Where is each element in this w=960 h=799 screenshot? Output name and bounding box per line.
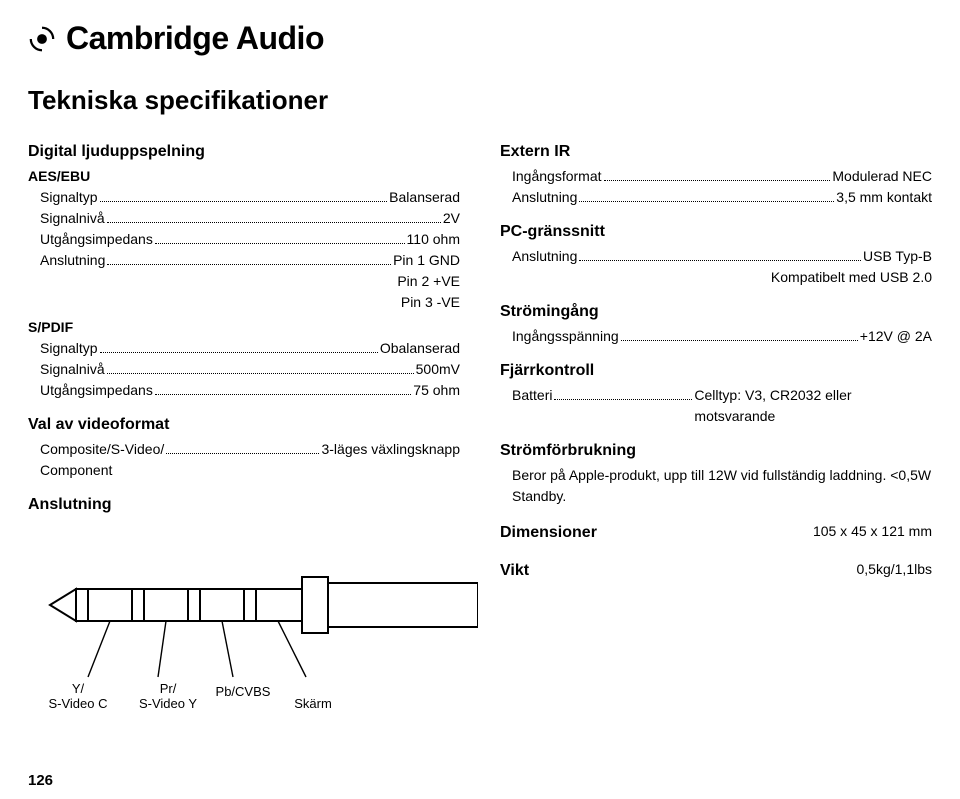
spec-row: IngångsformatModulerad NEC <box>500 166 932 187</box>
spdif-heading: S/PDIF <box>28 317 460 338</box>
spec-row: Composite/S-Video/3-läges växlingsknapp <box>28 439 460 460</box>
dimensions-row: Dimensioner 105 x 45 x 121 mm <box>500 521 932 545</box>
spec-row: SignaltypBalanserad <box>28 187 460 208</box>
brand-name: Cambridge Audio <box>66 20 324 57</box>
spec-row: Signalnivå2V <box>28 208 460 229</box>
aes-extra: Pin 2 +VE <box>28 271 460 292</box>
spec-row: Utgångsimpedans110 ohm <box>28 229 460 250</box>
aes-extra: Pin 3 -VE <box>28 292 460 313</box>
label-y: Y/S-Video C <box>28 682 128 712</box>
jack-icon <box>48 567 478 687</box>
spec-row: BatteriCelltyp: V3, CR2032 eller motsvar… <box>500 385 932 427</box>
connection-title: Anslutning <box>28 493 460 517</box>
video-component: Component <box>28 460 460 481</box>
spec-columns: Digital ljuduppspelning AES/EBU Signalty… <box>28 134 932 747</box>
right-column: Extern IR IngångsformatModulerad NEC Ans… <box>500 134 932 747</box>
ir-title: Extern IR <box>500 140 932 164</box>
label-pb: Pb/CVBS <box>203 685 283 700</box>
pc-extra: Kompatibelt med USB 2.0 <box>500 267 932 288</box>
brand-header: Cambridge Audio <box>28 20 932 57</box>
consumption-note: Beror på Apple-produkt, upp till 12W vid… <box>500 465 932 507</box>
spec-row: Ingångsspänning+12V @ 2A <box>500 326 932 347</box>
label-skarm: Skärm <box>283 697 343 712</box>
powerin-title: Strömingång <box>500 300 932 324</box>
spec-row: Anslutning3,5 mm kontakt <box>500 187 932 208</box>
label-pr: Pr/S-Video Y <box>123 682 213 712</box>
brand-logo-icon <box>28 25 56 53</box>
aes-heading: AES/EBU <box>28 166 460 187</box>
pc-title: PC-gränssnitt <box>500 220 932 244</box>
spec-row: AnslutningUSB Typ-B <box>500 246 932 267</box>
video-title: Val av videoformat <box>28 413 460 437</box>
consumption-title: Strömförbrukning <box>500 439 932 463</box>
spec-row: Utgångsimpedans75 ohm <box>28 380 460 401</box>
spec-row: Signalnivå500mV <box>28 359 460 380</box>
page-title: Tekniska specifikationer <box>28 85 932 116</box>
connector-diagram: Y/S-Video C Pr/S-Video Y Pb/CVBS Skärm <box>28 537 460 747</box>
page-number: 126 <box>28 772 53 789</box>
spec-row: AnslutningPin 1 GND <box>28 250 460 271</box>
weight-row: Vikt 0,5kg/1,1lbs <box>500 559 932 583</box>
remote-title: Fjärrkontroll <box>500 359 932 383</box>
digital-title: Digital ljuduppspelning <box>28 140 460 164</box>
spec-row: SignaltypObalanserad <box>28 338 460 359</box>
left-column: Digital ljuduppspelning AES/EBU Signalty… <box>28 134 460 747</box>
